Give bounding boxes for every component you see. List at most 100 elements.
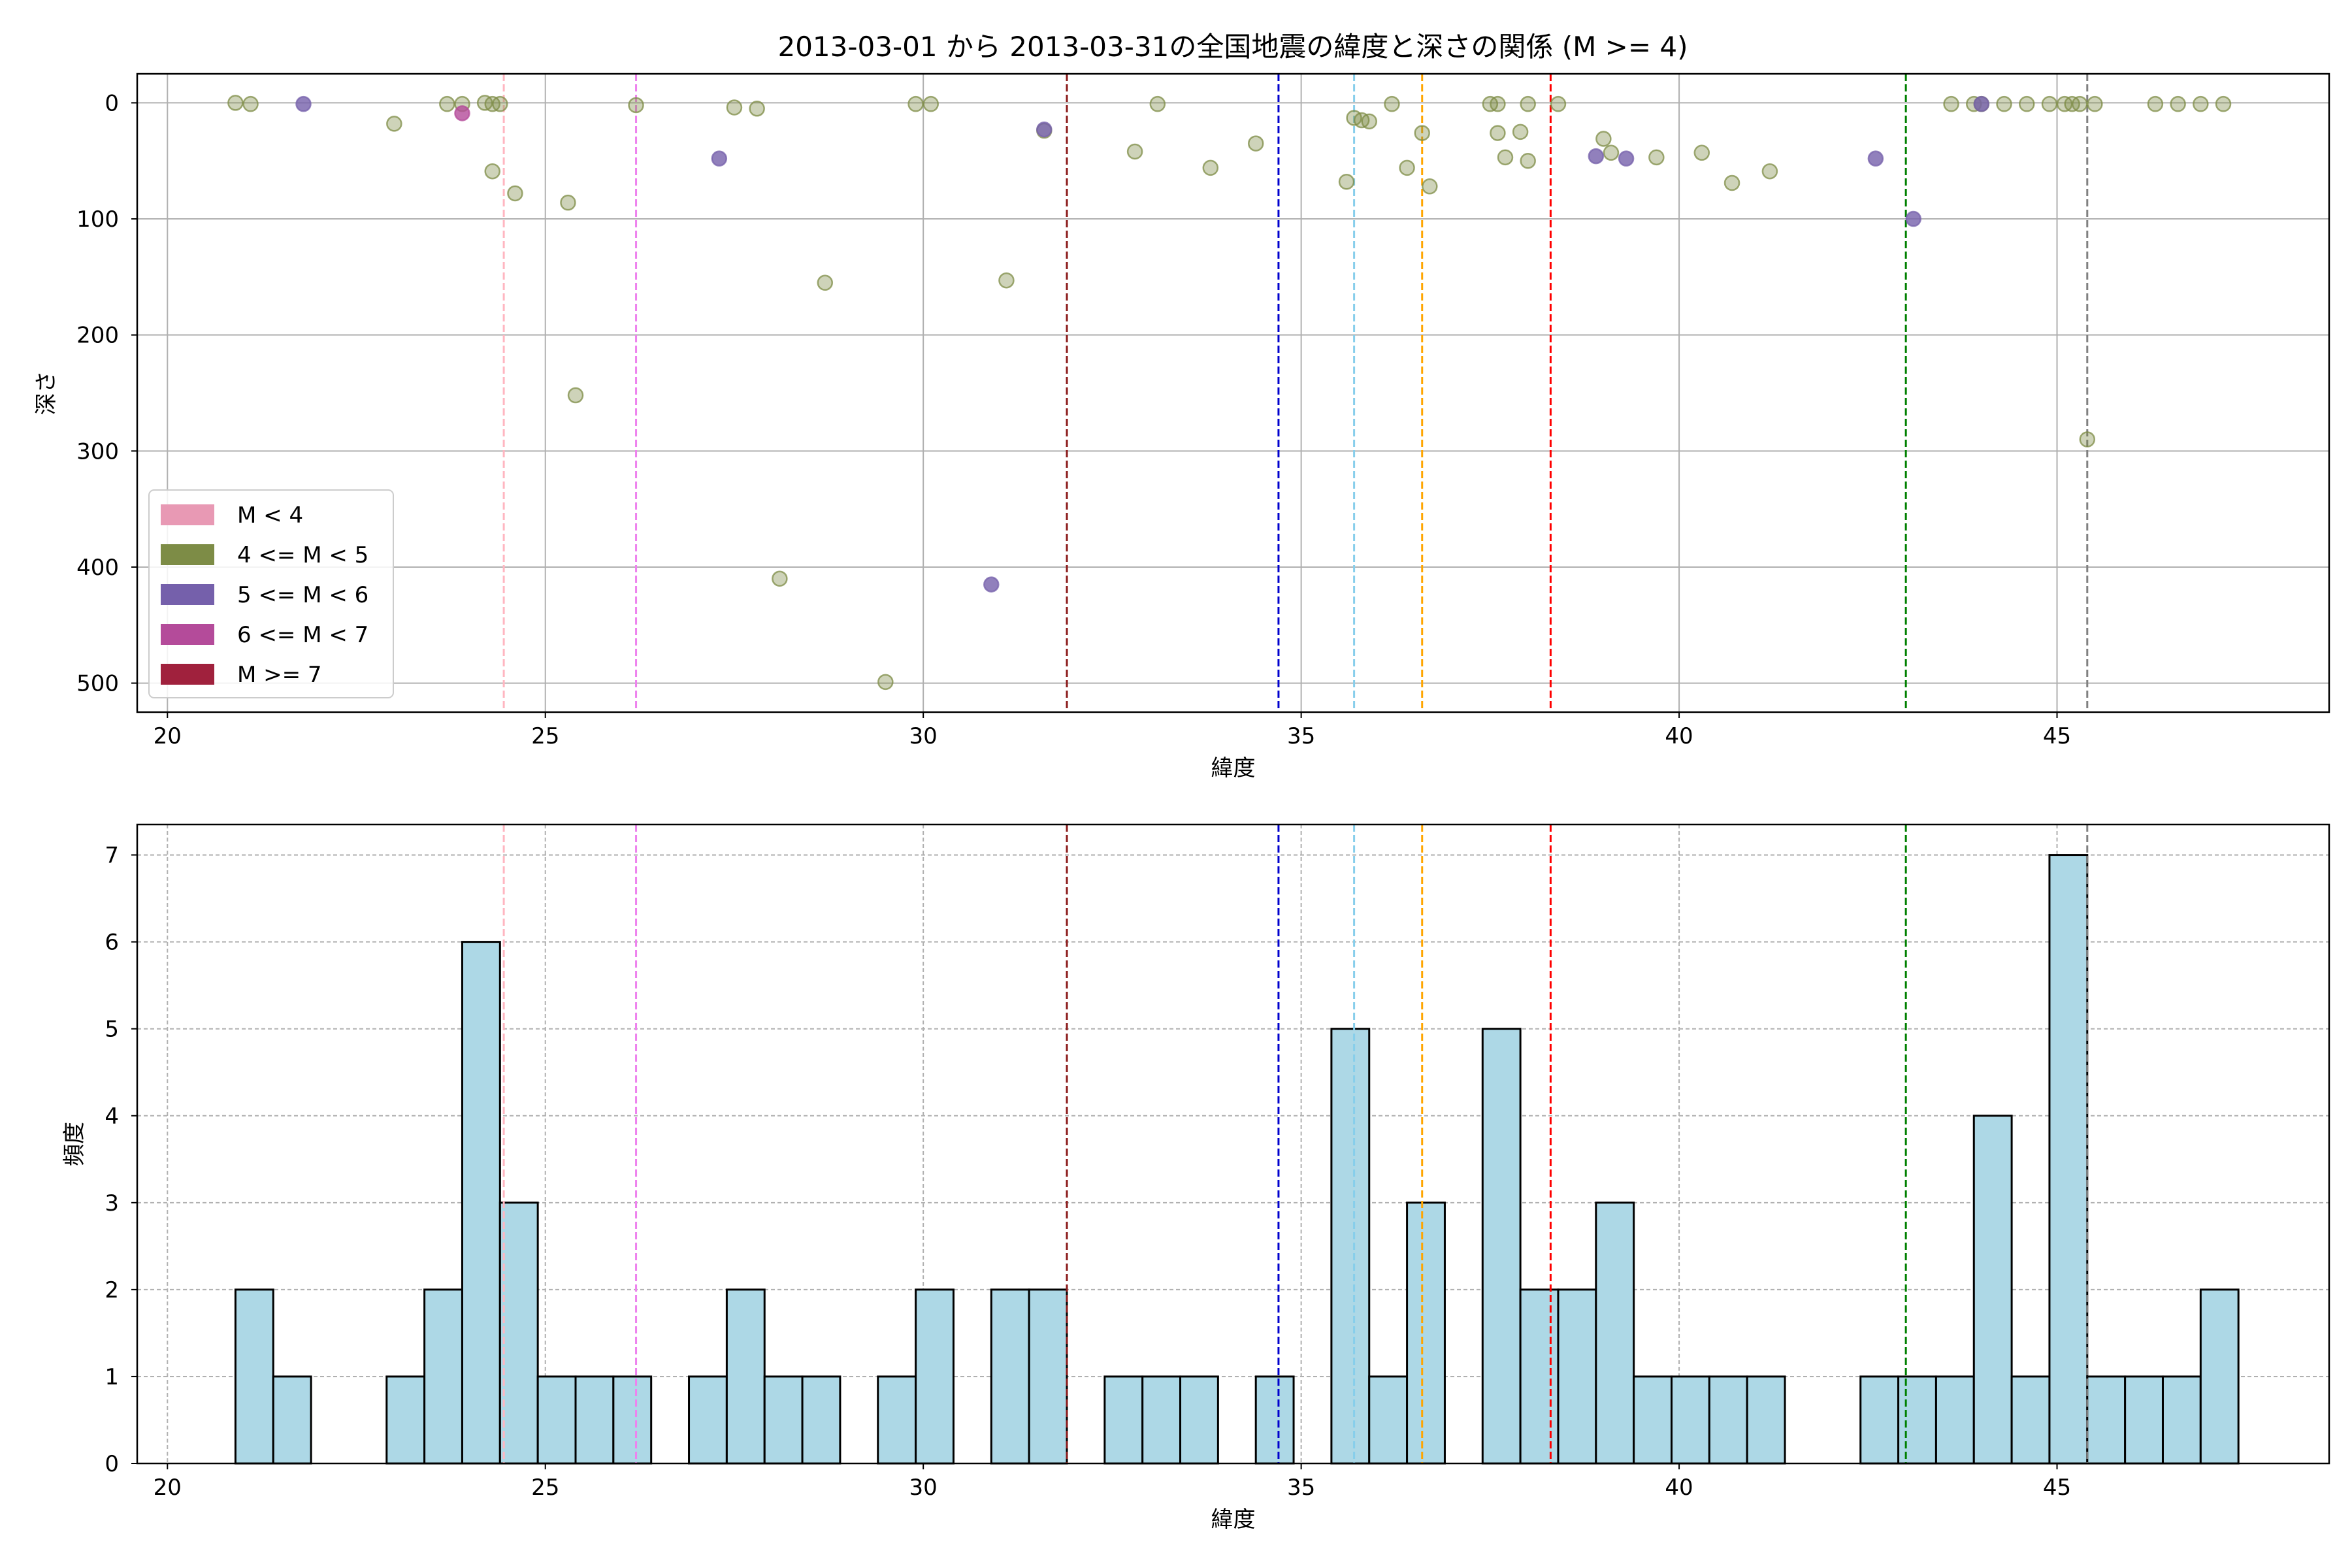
hist-bar [234, 1288, 274, 1465]
scatter-x-tick-label: 25 [531, 723, 559, 749]
scatter-point [2071, 95, 2088, 112]
scatter-point [492, 95, 508, 112]
hist-bar [272, 1375, 312, 1465]
scatter-point [907, 95, 924, 112]
scatter-y-tick-label: 400 [76, 555, 119, 581]
hist-bar [763, 1375, 804, 1465]
scatter-point [1520, 95, 1536, 112]
scatter-x-tick-label: 35 [1287, 723, 1315, 749]
hist-bar [1406, 1201, 1446, 1465]
scatter-point [1693, 144, 1710, 161]
legend-swatch [161, 544, 214, 565]
scatter-point [1943, 95, 1959, 112]
scatter-point [1512, 123, 1529, 140]
scatter-point [2170, 95, 2186, 112]
legend-label: M < 4 [237, 502, 303, 529]
hist-bar [1254, 1375, 1295, 1465]
hist-bar [1595, 1201, 1635, 1465]
hist-bar [1368, 1375, 1409, 1465]
hist-bar [2010, 1375, 2051, 1465]
hist-bar [688, 1375, 728, 1465]
hist-bar [877, 1375, 917, 1465]
scatter-y-tick-label: 300 [76, 438, 119, 465]
hist-bar [612, 1375, 653, 1465]
scatter-point [2041, 95, 2058, 112]
hist-bar [725, 1288, 766, 1465]
hist-bar [801, 1375, 841, 1465]
hist-frame [136, 823, 2330, 1465]
hist-bar [1972, 1115, 2013, 1465]
scatter-point [2147, 95, 2164, 112]
hist-bar [2048, 854, 2089, 1465]
scatter-point [1996, 95, 2012, 112]
hist-bar [1746, 1375, 1786, 1465]
scatter-point [1618, 150, 1635, 167]
legend-label: 4 <= M < 5 [237, 542, 368, 568]
hist-bar [1897, 1375, 1937, 1465]
scatter-x-tick-label: 20 [154, 723, 182, 749]
hist-y-tick-label: 1 [105, 1364, 119, 1390]
legend-swatch [161, 504, 214, 525]
hist-x-tick-label: 20 [154, 1475, 182, 1501]
hist-x-tick-label: 40 [1665, 1475, 1693, 1501]
hist-bar [1103, 1375, 1144, 1465]
scatter-point [1414, 125, 1430, 141]
scatter-point [923, 95, 939, 112]
scatter-x-tick-label: 30 [909, 723, 938, 749]
chart-title: 2013-03-01 から 2013-03-31の全国地震の緯度と深さの関係 (… [777, 31, 1688, 63]
scatter-x-tick-label: 45 [2043, 723, 2071, 749]
hist-bar [574, 1375, 615, 1465]
scatter-point [1905, 210, 1921, 227]
scatter-point [726, 99, 743, 116]
scatter-y-tick-label: 200 [76, 323, 119, 349]
scatter-point [386, 116, 402, 132]
scatter-point [1723, 174, 1740, 191]
scatter-x-tick-label: 40 [1665, 723, 1693, 749]
scatter-point [1338, 173, 1355, 190]
scatter-panel: 20 25 30 35 40 45 0 100 200 300 400 500 緯度 深さ M < 4 4 <… [33, 73, 2330, 781]
scatter-point [567, 387, 584, 404]
legend-swatch [161, 624, 214, 645]
hist-bar [1859, 1375, 1900, 1465]
scatter-point [1247, 135, 1264, 152]
scatter-point [1867, 150, 1884, 167]
hist-bar [990, 1288, 1030, 1465]
hist-bar [385, 1375, 426, 1465]
scatter-point [983, 576, 1000, 593]
scatter-point [772, 570, 788, 587]
scatter-point [242, 95, 259, 112]
hist-bar [1141, 1375, 1182, 1465]
hist-bar [2199, 1288, 2240, 1465]
legend-label: 6 <= M < 7 [237, 622, 368, 648]
scatter-point [560, 194, 576, 211]
scatter-point [1149, 95, 1166, 112]
scatter-point [2193, 95, 2209, 112]
scatter-point [227, 95, 244, 111]
scatter-point [1497, 149, 1514, 166]
scatter-point [1361, 113, 1377, 130]
scatter-x-axis-label: 緯度 [1211, 755, 1256, 781]
scatter-point [2079, 431, 2096, 448]
scatter-point [711, 150, 728, 167]
hist-x-tick-label: 30 [909, 1475, 938, 1501]
scatter-point [1490, 95, 1506, 112]
scatter-point [295, 95, 312, 112]
hist-y-tick-label: 0 [105, 1451, 119, 1477]
hist-y-tick-label: 3 [105, 1190, 119, 1217]
hist-y-axis-label: 頻度 [61, 1122, 88, 1166]
scatter-point [749, 101, 765, 117]
scatter-point [817, 274, 834, 291]
hist-y-tick-label: 2 [105, 1277, 119, 1303]
hist-y-tick-label: 6 [105, 930, 119, 956]
scatter-y-tick-label: 0 [105, 90, 119, 116]
scatter-point [998, 272, 1015, 289]
scatter-point [439, 95, 455, 112]
scatter-point [1973, 95, 1990, 112]
scatter-y-axis-label: 深さ [33, 371, 59, 416]
scatter-point [484, 163, 500, 180]
hist-y-tick-label: 7 [105, 843, 119, 869]
scatter-point [1520, 152, 1536, 169]
scatter-point [1202, 159, 1219, 176]
scatter-point [1595, 131, 1612, 147]
